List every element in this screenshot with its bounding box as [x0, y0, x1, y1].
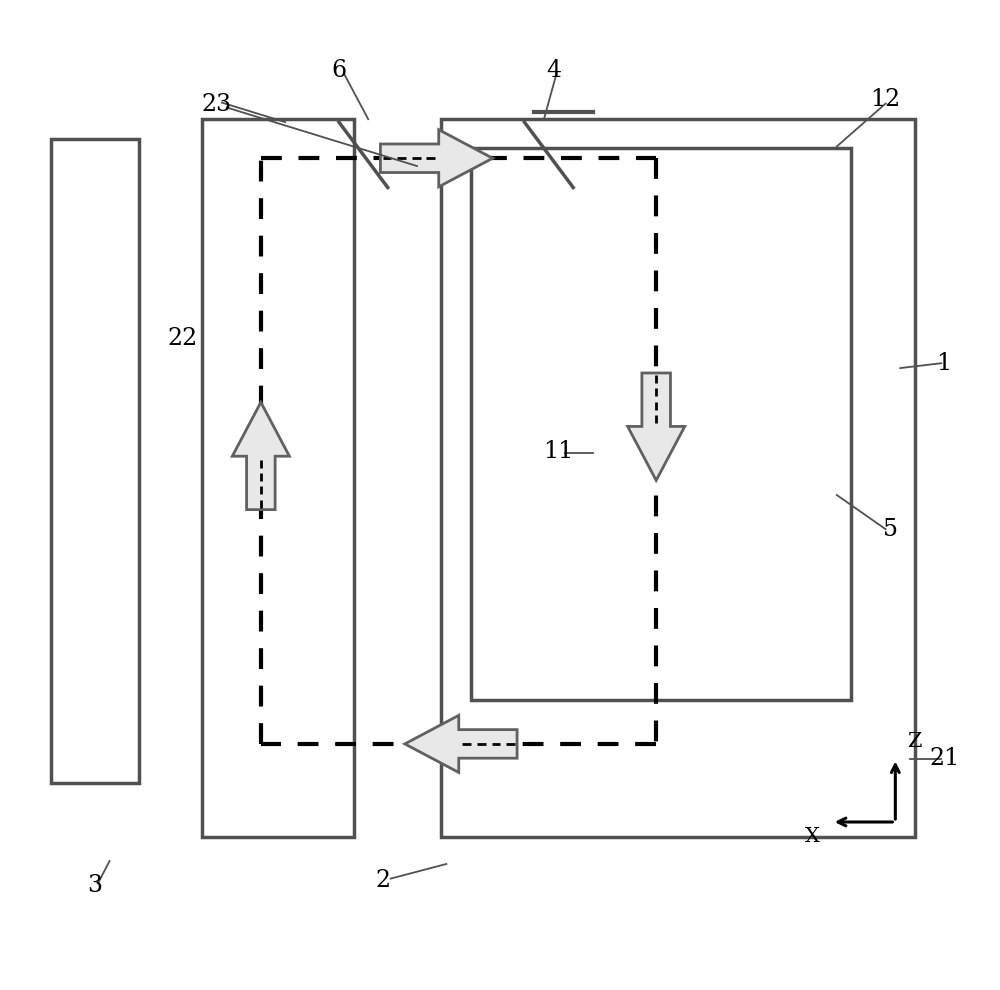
Text: 3: 3 [87, 874, 102, 897]
FancyArrow shape [628, 373, 685, 480]
FancyArrow shape [380, 130, 493, 187]
FancyArrow shape [405, 716, 517, 772]
Bar [202, 119, 354, 837]
Text: 23: 23 [202, 93, 232, 116]
Text: 11: 11 [543, 440, 574, 462]
Text: 21: 21 [929, 747, 959, 770]
Bar [51, 139, 139, 783]
Text: 6: 6 [331, 58, 347, 82]
Text: 22: 22 [168, 328, 198, 350]
Text: 5: 5 [883, 518, 898, 541]
Text: 1: 1 [937, 351, 952, 375]
Bar [471, 148, 851, 700]
Text: Z: Z [907, 732, 922, 750]
Text: 2: 2 [375, 869, 390, 892]
Text: 4: 4 [546, 58, 561, 82]
Bar [441, 119, 915, 837]
FancyArrow shape [232, 402, 289, 510]
Text: X: X [805, 827, 820, 845]
Text: 12: 12 [870, 88, 901, 111]
